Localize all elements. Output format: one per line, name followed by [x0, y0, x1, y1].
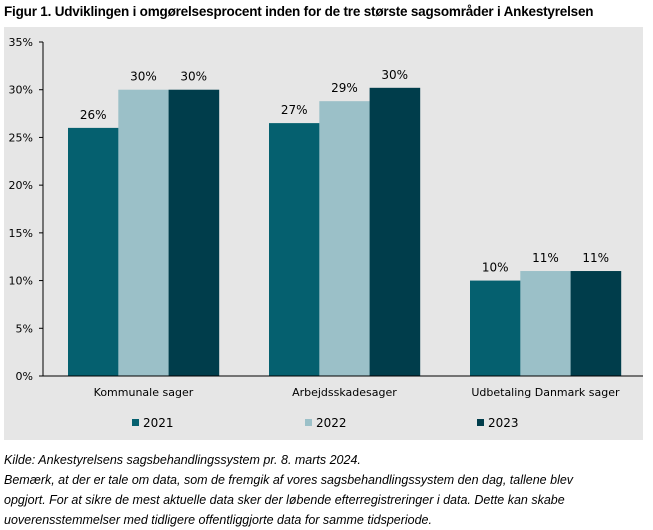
chart-notes: Kilde: Ankestyrelsens sagsbehandlingssys… — [4, 450, 649, 530]
remark-line-1: Bemærk, at der er tale om data, som de f… — [4, 473, 574, 487]
bar-2021-2 — [470, 280, 521, 376]
legend-label: 2022 — [316, 416, 347, 430]
remark-line-3: uoverensstemmelser med tidligere offentl… — [4, 513, 432, 527]
legend-label: 2021 — [143, 416, 174, 430]
y-axis: 0% 5% 10% 15% 20% 25% 30% 35% — [9, 36, 44, 383]
x-axis: Kommunale sager Arbejdsskadesager Udbetali… — [43, 375, 643, 399]
y-tick-label: 15% — [9, 227, 33, 240]
data-label: 26% — [80, 108, 107, 122]
bar-2022-0 — [118, 89, 169, 376]
data-label: 10% — [482, 261, 509, 275]
bars: 26% 30% 30% 27% 29% 30% 10% 11% 11% — [68, 68, 622, 376]
legend-swatch-2022 — [305, 419, 312, 426]
legend: 2021 2022 2023 — [132, 416, 519, 430]
legend-swatch-2021 — [132, 419, 139, 426]
y-tick-label: 30% — [9, 84, 33, 97]
y-tick-label: 20% — [9, 179, 33, 192]
y-tick-label: 35% — [9, 36, 33, 49]
y-tick-label: 10% — [9, 275, 33, 288]
chart-title: Figur 1. Udviklingen i omgørelsesprocent… — [4, 4, 594, 19]
bar-2021-0 — [68, 127, 119, 376]
data-label: 11% — [582, 251, 609, 265]
remark-line-2: opgjort. For at sikre de mest aktuelle d… — [4, 493, 565, 507]
y-tick-label: 25% — [9, 131, 33, 144]
bar-2023-1 — [369, 87, 421, 376]
data-label: 27% — [281, 103, 308, 117]
y-tick-label: 0% — [16, 370, 33, 383]
data-label: 11% — [532, 251, 559, 265]
bar-chart: 0% 5% 10% 15% 20% 25% 30% 35% 26% 30% 30% 27% 29% 30… — [9, 36, 643, 430]
data-label: 30% — [381, 68, 408, 82]
bar-2022-1 — [319, 101, 370, 376]
data-label: 30% — [130, 70, 157, 84]
bar-2022-2 — [520, 271, 571, 376]
legend-swatch-2023 — [477, 419, 484, 426]
data-label: 29% — [331, 81, 358, 95]
bar-2023-0 — [168, 89, 220, 376]
x-category-label: Arbejdsskadesager — [292, 386, 397, 399]
x-category-label: Udbetaling Danmark sager — [471, 386, 620, 399]
source-note: Kilde: Ankestyrelsens sagsbehandlingssys… — [4, 453, 361, 467]
x-category-label: Kommunale sager — [94, 386, 194, 399]
bar-2021-1 — [269, 123, 320, 376]
legend-label: 2023 — [488, 416, 519, 430]
y-tick-label: 5% — [16, 322, 33, 335]
bar-2023-2 — [570, 271, 622, 376]
chart-panel: 0% 5% 10% 15% 20% 25% 30% 35% 26% 30% 30% 27% 29% 30… — [4, 27, 643, 440]
data-label: 30% — [180, 70, 207, 84]
